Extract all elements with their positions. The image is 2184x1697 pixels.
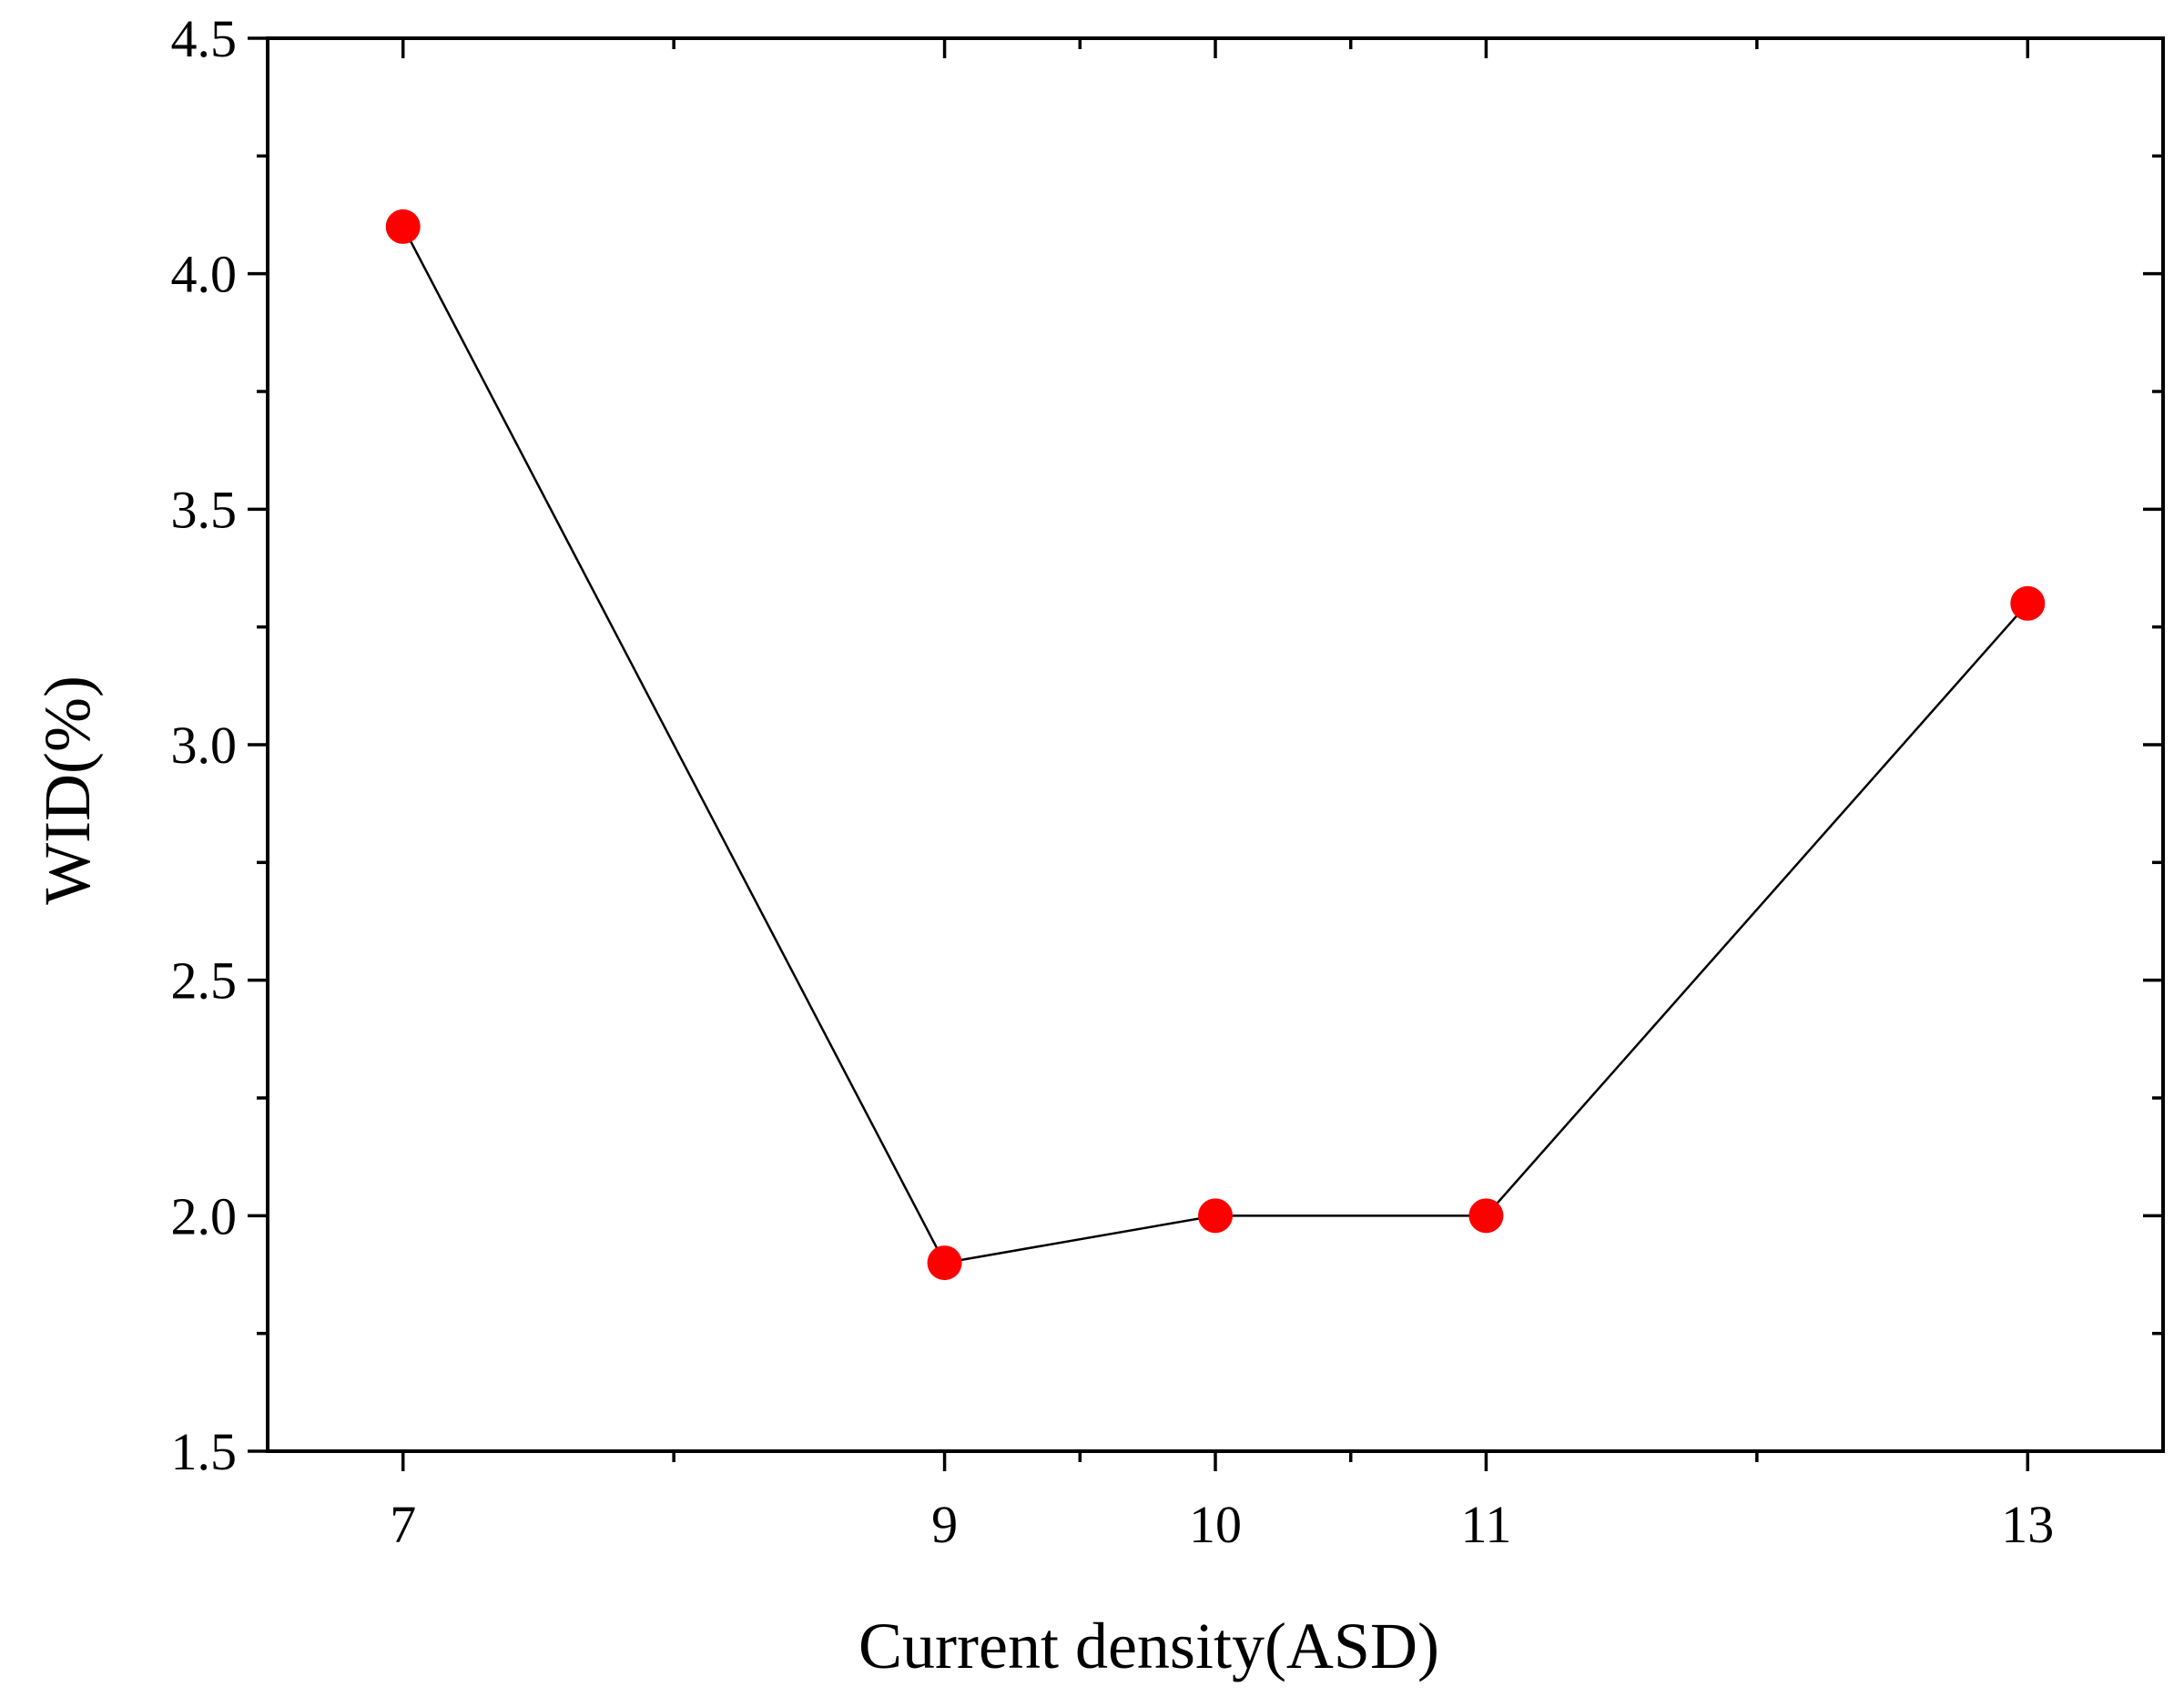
data-point: [2010, 585, 2046, 621]
x-axis-title: Current density(ASD): [858, 1610, 1439, 1682]
y-tick-label: 2.0: [171, 1186, 238, 1245]
x-tick-label: 9: [931, 1495, 958, 1554]
x-tick-label: 11: [1460, 1495, 1511, 1554]
x-tick-label: 13: [2001, 1495, 2054, 1554]
y-tick-label: 3.0: [171, 716, 238, 775]
y-axis-title: WID(%): [31, 676, 104, 905]
tick-labels-layer: 7 9 10 11 13 1.5 2.0 2.5 3.0 3.5 4.0 4.5: [171, 9, 2055, 1554]
y-tick-label: 4.5: [171, 9, 238, 68]
x-tick-label: 10: [1189, 1495, 1242, 1554]
ticks: [248, 36, 2163, 1471]
data-points-layer: [385, 208, 2046, 1281]
y-tick-label: 4.0: [171, 245, 238, 304]
data-point: [1198, 1198, 1233, 1234]
y-tick-label: 1.5: [171, 1422, 238, 1481]
axes: [266, 36, 2165, 1453]
y-tick-label: 2.5: [171, 951, 238, 1011]
x-tick-label: 7: [390, 1495, 416, 1554]
data-point: [927, 1245, 962, 1281]
series-line: [401, 226, 2029, 1265]
plot-frame: [266, 36, 2165, 1453]
data-point: [385, 208, 421, 244]
y-tick-label: 3.5: [171, 480, 238, 539]
series-line-layer: [401, 226, 2029, 1265]
data-point: [1468, 1198, 1504, 1234]
